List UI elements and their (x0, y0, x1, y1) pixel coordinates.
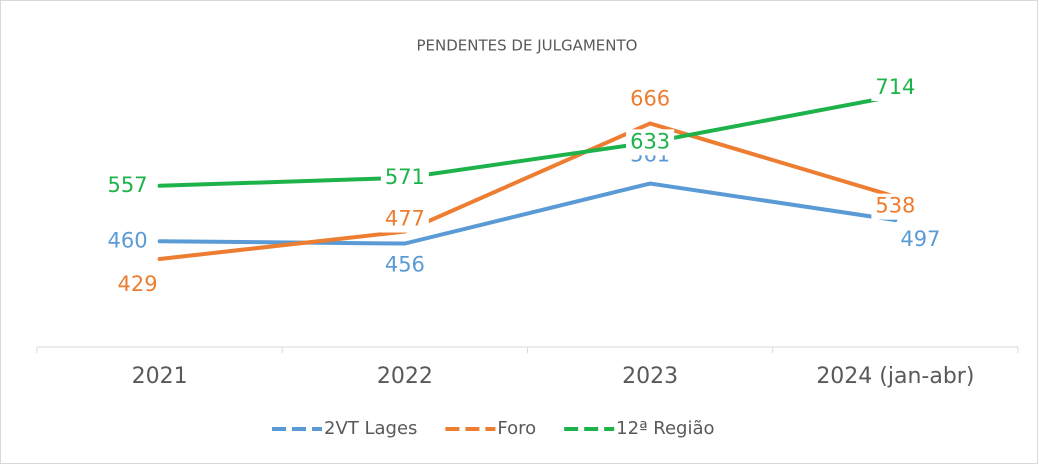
series-line (157, 94, 898, 188)
legend-label: 12ª Região (616, 418, 714, 439)
data-label-bg (101, 228, 150, 255)
x-tick-label: 2022 (377, 364, 433, 389)
x-tick-label: 2024 (jan-abr) (816, 364, 974, 389)
data-label-bg (101, 172, 150, 199)
series-line (157, 121, 898, 261)
data-label: 571 (385, 165, 425, 189)
data-label: 714 (875, 75, 915, 99)
data-label-bg (626, 86, 675, 113)
data-label-bg (871, 193, 920, 220)
legend-label: 2VT Lages (324, 418, 417, 439)
legend: 2VT Lages Foro 12ª Região (272, 418, 715, 439)
data-label: 633 (630, 129, 670, 153)
data-label-bg (871, 75, 920, 101)
data-label-bg (896, 227, 945, 254)
legend-label: Foro (497, 418, 536, 439)
x-tick-label: 2023 (622, 364, 678, 389)
series-line (157, 181, 898, 246)
x-tick-label: 2021 (132, 364, 188, 389)
chart-title: PENDENTES DE JULGAMENTO (417, 37, 638, 55)
data-label: 477 (385, 207, 425, 231)
data-label: 497 (900, 227, 940, 251)
data-label: 460 (108, 228, 148, 252)
data-label-bg (380, 206, 429, 233)
data-label: 557 (108, 173, 148, 197)
data-label-bg (380, 164, 429, 191)
data-label: 538 (875, 194, 915, 218)
data-label: 429 (118, 272, 158, 296)
data-label-bg (380, 252, 429, 279)
data-label: 456 (385, 253, 425, 277)
data-label-bg (111, 272, 160, 298)
data-label: 666 (630, 86, 670, 110)
data-label-bg (626, 129, 675, 156)
